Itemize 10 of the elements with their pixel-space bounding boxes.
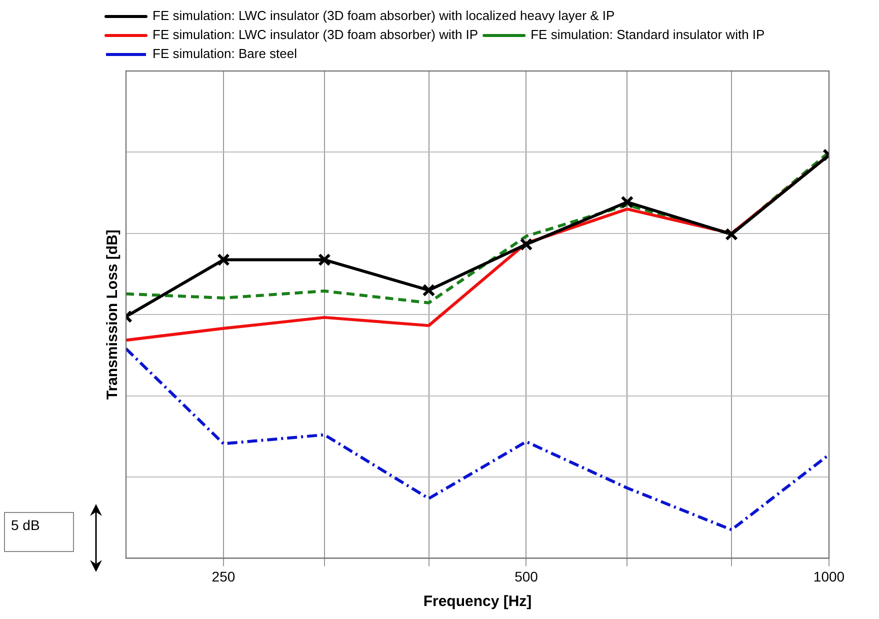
legend-label: FE simulation: LWC insulator (3D foam absorber) with localized heavy layer & IP (152, 8, 615, 24)
x-tick-label: 250 (212, 568, 236, 584)
y-axis-title: Transmission Loss [dB] (104, 230, 122, 400)
text: 5 dB (4, 512, 74, 552)
legend-label: FE simulation: Bare steel (152, 46, 298, 62)
legend-label: FE simulation: LWC insulator (3D foam absorber) with IP (152, 27, 478, 42)
x-tick-label: 500 (514, 568, 538, 584)
legend-label: FE simulation: Standard insulator with IP (530, 27, 765, 42)
x-tick-label: 1000 (813, 568, 845, 584)
x-axis-title: Frequency [Hz] (423, 593, 532, 610)
